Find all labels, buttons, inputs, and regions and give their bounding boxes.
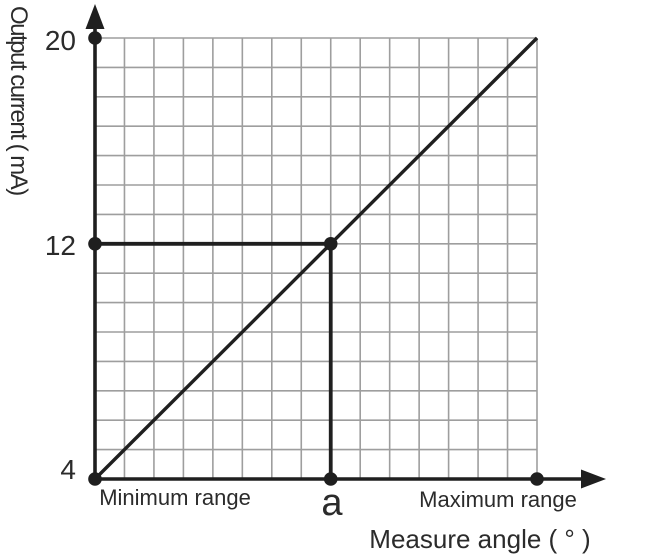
x-label-a: a — [321, 482, 343, 524]
data-point-dot — [530, 472, 544, 486]
data-point-dot — [88, 31, 102, 45]
guide-lines — [95, 241, 333, 479]
x-axis-title: Measure angle ( ° ) — [369, 524, 591, 554]
data-point-dot — [323, 237, 338, 251]
data-point-dot — [88, 472, 102, 486]
data-point-dot — [88, 237, 102, 251]
y-axis-arrow-icon — [85, 4, 105, 29]
x-label-minimum-range: Minimum range — [99, 485, 251, 510]
x-axis-arrow-icon — [581, 469, 606, 489]
y-axis-title: Output current ( mA) — [5, 6, 32, 195]
axes — [85, 4, 606, 489]
series-line — [93, 36, 539, 481]
x-label-maximum-range: Maximum range — [419, 487, 577, 512]
y-tick-12: 12 — [44, 230, 76, 261]
y-tick-4: 4 — [60, 454, 76, 485]
data-point-dot — [323, 472, 338, 486]
y-tick-20: 20 — [44, 25, 76, 56]
data-point-dots — [88, 31, 544, 486]
